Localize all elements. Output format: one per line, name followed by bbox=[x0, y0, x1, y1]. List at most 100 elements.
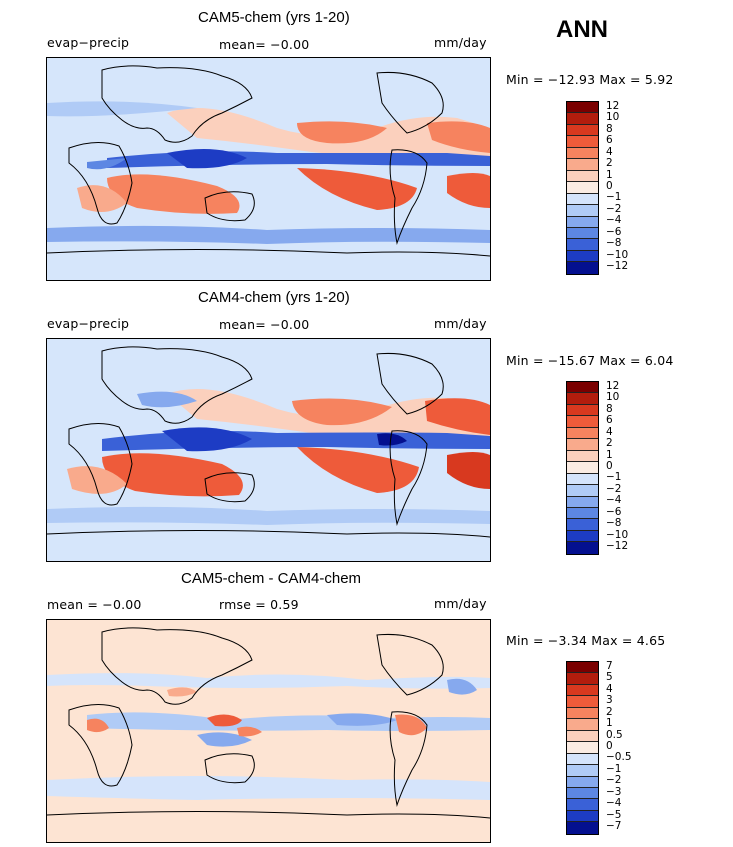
colorbar-tick-label: 6 bbox=[606, 414, 613, 427]
colorbar-swatch bbox=[567, 439, 598, 451]
season-label: ANN bbox=[556, 16, 608, 43]
colorbar-tick-label: −10 bbox=[606, 248, 629, 261]
colorbar-tick-label: −8 bbox=[606, 517, 622, 530]
colorbar-swatch bbox=[567, 684, 598, 697]
colorbar-tick-label: −4 bbox=[606, 797, 622, 810]
colorbar-tick-label: −6 bbox=[606, 505, 622, 518]
colorbar-swatch bbox=[567, 102, 598, 114]
panel-1-units-label: mm/day bbox=[434, 35, 487, 50]
colorbar-tick-label: −1 bbox=[606, 191, 622, 204]
colorbar-tick-label: 0 bbox=[606, 460, 613, 472]
panel-2-title: CAM4-chem (yrs 1-20) bbox=[198, 289, 350, 306]
colorbar-swatch bbox=[567, 542, 598, 554]
colorbar-tick-label: −2 bbox=[606, 482, 622, 495]
colorbar-swatch bbox=[567, 462, 598, 474]
colorbar-tick-label: 0 bbox=[606, 180, 613, 192]
colorbar-tick-label: 3 bbox=[606, 694, 613, 707]
colorbar-tick-label: 10 bbox=[606, 391, 620, 404]
colorbar-tick-label: −2 bbox=[606, 774, 622, 787]
panel-2-mean-label: mean= −0.00 bbox=[219, 317, 310, 332]
colorbar-tick-label: 4 bbox=[606, 145, 613, 158]
colorbar-swatch bbox=[567, 742, 598, 754]
colorbar-tick-label: 12 bbox=[606, 99, 620, 112]
colorbar-swatch bbox=[567, 404, 598, 417]
colorbar-tick-label: −0.5 bbox=[606, 751, 632, 764]
colorbar-tick-label: −12 bbox=[606, 260, 629, 273]
panel-1-title: CAM5-chem (yrs 1-20) bbox=[198, 9, 350, 26]
panel-1-colorbar-ticks: 12 10 8 6 4 2 1 0 −1 −2 −4 −6 −8 −10 −12 bbox=[606, 99, 646, 273]
colorbar-tick-label: −4 bbox=[606, 214, 622, 227]
panel-3-colorbar-ticks: 7 5 4 3 2 1 0.5 0 −0.5 −1 −2 −3 −4 −5 −7 bbox=[606, 659, 646, 833]
colorbar-tick-label: 2 bbox=[606, 437, 613, 450]
colorbar-swatch bbox=[567, 450, 598, 463]
colorbar-swatch bbox=[567, 485, 598, 497]
colorbar-tick-label: 1 bbox=[606, 717, 613, 730]
colorbar-tick-label: 6 bbox=[606, 134, 613, 147]
colorbar-swatch bbox=[567, 182, 598, 194]
panel-2-colorbar bbox=[566, 381, 599, 555]
colorbar-swatch bbox=[567, 170, 598, 183]
panel-3-units-label: mm/day bbox=[434, 596, 487, 611]
colorbar-swatch bbox=[567, 227, 598, 240]
colorbar-tick-label: 10 bbox=[606, 111, 620, 124]
colorbar-tick-label: −1 bbox=[606, 471, 622, 484]
panel-2-minmax: Min = −15.67 Max = 6.04 bbox=[506, 353, 674, 368]
colorbar-swatch bbox=[567, 239, 598, 251]
colorbar-swatch bbox=[567, 382, 598, 394]
colorbar-swatch bbox=[567, 496, 598, 508]
panel-3-title: CAM5-chem - CAM4-chem bbox=[181, 570, 362, 587]
colorbar-swatch bbox=[567, 799, 598, 811]
colorbar-swatch bbox=[567, 124, 598, 137]
colorbar-swatch bbox=[567, 250, 598, 263]
colorbar-swatch bbox=[567, 707, 598, 720]
panel-3-colorbar bbox=[566, 661, 599, 835]
colorbar-tick-label: −7 bbox=[606, 820, 622, 833]
colorbar-swatch bbox=[567, 530, 598, 543]
colorbar-swatch bbox=[567, 262, 598, 274]
colorbar-tick-label: 0.5 bbox=[606, 728, 623, 741]
colorbar-swatch bbox=[567, 765, 598, 777]
colorbar-swatch bbox=[567, 662, 598, 674]
colorbar-swatch bbox=[567, 147, 598, 160]
colorbar-tick-label: 8 bbox=[606, 402, 613, 415]
colorbar-swatch bbox=[567, 216, 598, 228]
colorbar-swatch bbox=[567, 507, 598, 520]
colorbar-tick-label: −4 bbox=[606, 494, 622, 507]
colorbar-tick-label: 4 bbox=[606, 682, 613, 695]
colorbar-swatch bbox=[567, 822, 598, 834]
colorbar-tick-label: 2 bbox=[606, 157, 613, 170]
panel-1-variable-label: evap−precip bbox=[47, 35, 130, 50]
colorbar-swatch bbox=[567, 136, 598, 148]
colorbar-tick-label: −5 bbox=[606, 808, 622, 821]
colorbar-swatch bbox=[567, 473, 598, 486]
colorbar-swatch bbox=[567, 113, 598, 125]
colorbar-swatch bbox=[567, 787, 598, 800]
colorbar-swatch bbox=[567, 673, 598, 685]
colorbar-tick-label: −3 bbox=[606, 785, 622, 798]
colorbar-swatch bbox=[567, 776, 598, 788]
panel-2-map-svg bbox=[47, 339, 490, 561]
colorbar-swatch bbox=[567, 205, 598, 217]
panel-2-colorbar-ticks: 12 10 8 6 4 2 1 0 −1 −2 −4 −6 −8 −10 −12 bbox=[606, 380, 646, 553]
colorbar-tick-label: −12 bbox=[606, 540, 629, 553]
colorbar-tick-label: 0 bbox=[606, 740, 613, 752]
colorbar-tick-label: 1 bbox=[606, 448, 613, 461]
colorbar-tick-label: 2 bbox=[606, 705, 613, 718]
panel-2-map bbox=[46, 338, 491, 562]
colorbar-tick-label: −1 bbox=[606, 762, 622, 775]
colorbar-swatch bbox=[567, 427, 598, 440]
panel-1-minmax: Min = −12.93 Max = 5.92 bbox=[506, 72, 674, 87]
colorbar-tick-label: 4 bbox=[606, 425, 613, 438]
colorbar-swatch bbox=[567, 810, 598, 823]
panel-1-map bbox=[46, 57, 491, 281]
colorbar-tick-label: 1 bbox=[606, 168, 613, 181]
panel-1-colorbar bbox=[566, 101, 599, 275]
panel-2-variable-label: evap−precip bbox=[47, 316, 130, 331]
panel-1-map-svg bbox=[47, 58, 490, 280]
panel-3-map-svg bbox=[47, 620, 490, 842]
panel-3-minmax: Min = −3.34 Max = 4.65 bbox=[506, 633, 666, 648]
colorbar-tick-label: 7 bbox=[606, 659, 613, 672]
panel-3-rmse-label: rmse = 0.59 bbox=[219, 597, 299, 612]
colorbar-tick-label: 8 bbox=[606, 122, 613, 135]
panel-3-mean-label: mean = −0.00 bbox=[47, 597, 142, 612]
